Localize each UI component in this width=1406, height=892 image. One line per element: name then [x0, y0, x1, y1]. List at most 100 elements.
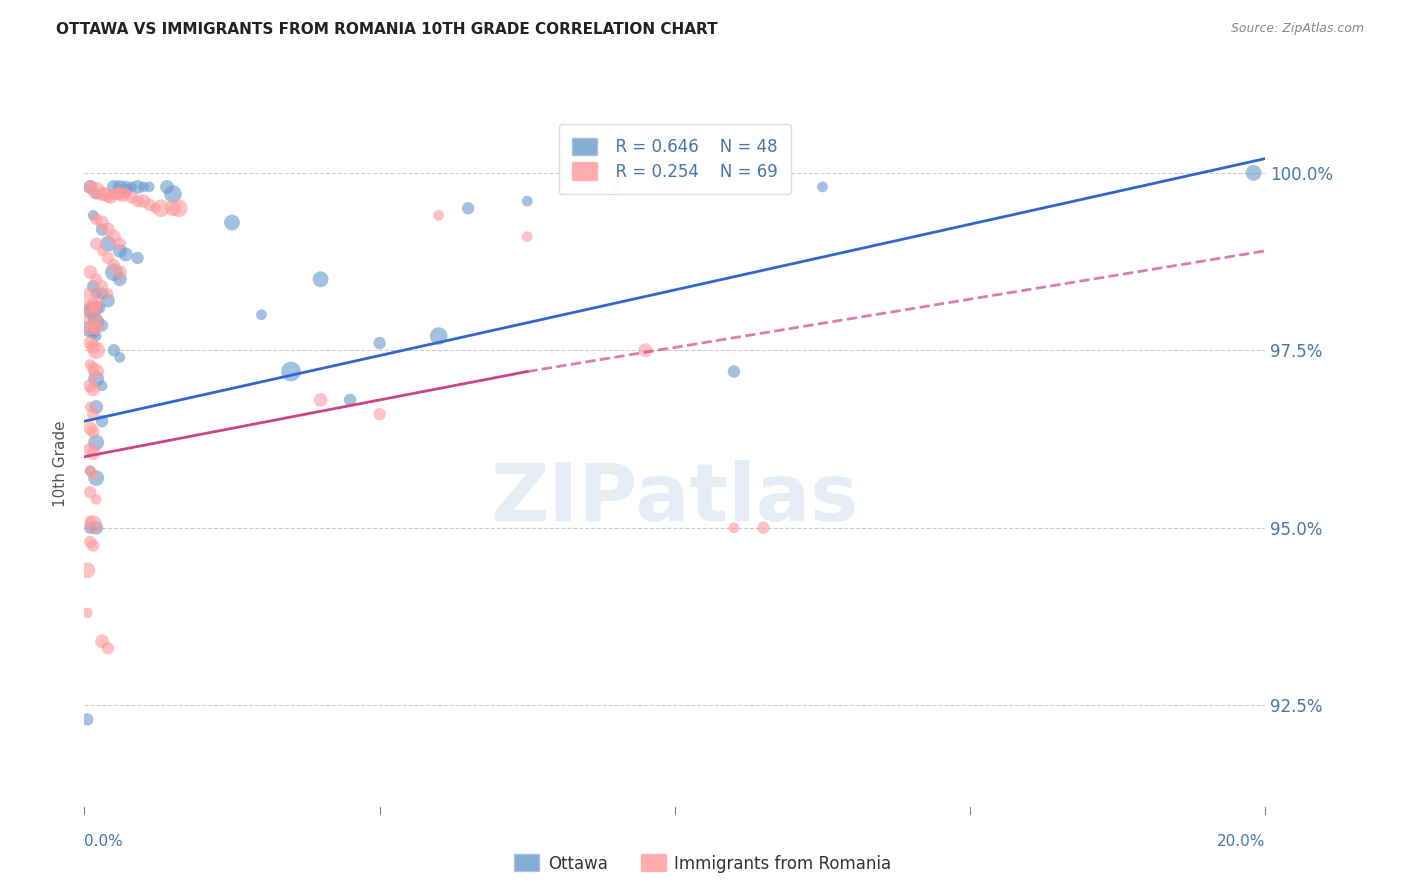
Point: [100, 191, 122, 205]
Point: [84, 471, 107, 485]
Point: [105, 187, 128, 202]
Point: [91, 279, 114, 293]
Point: [79, 180, 101, 194]
Point: [82, 340, 104, 354]
Point: [427, 208, 450, 222]
Point: [114, 187, 136, 202]
Point: [108, 351, 131, 365]
Point: [79, 358, 101, 372]
Point: [103, 343, 125, 358]
Point: [221, 215, 243, 229]
Point: [103, 265, 125, 279]
Point: [91, 244, 114, 258]
Point: [79, 421, 101, 435]
Point: [91, 215, 114, 229]
Point: [121, 180, 143, 194]
Point: [79, 180, 101, 194]
Point: [723, 365, 745, 379]
Point: [132, 194, 155, 209]
Point: [150, 201, 173, 215]
Point: [79, 535, 101, 549]
Point: [76, 563, 98, 577]
Point: [79, 514, 101, 528]
Text: Source: ZipAtlas.com: Source: ZipAtlas.com: [1230, 22, 1364, 36]
Point: [368, 407, 391, 421]
Point: [457, 201, 479, 215]
Point: [82, 318, 104, 333]
Legend: Ottawa, Immigrants from Romania: Ottawa, Immigrants from Romania: [508, 847, 898, 880]
Point: [84, 236, 107, 251]
Point: [97, 286, 120, 301]
Point: [162, 187, 184, 202]
Point: [91, 414, 114, 428]
Point: [79, 315, 101, 329]
Point: [127, 251, 149, 265]
Point: [91, 378, 114, 392]
Point: [82, 279, 104, 293]
Point: [280, 365, 302, 379]
Point: [79, 378, 101, 392]
Point: [89, 301, 111, 315]
Point: [82, 539, 104, 553]
Point: [82, 308, 104, 322]
Point: [82, 407, 104, 421]
Point: [97, 641, 120, 656]
Point: [138, 197, 160, 211]
Point: [108, 236, 131, 251]
Point: [79, 265, 101, 279]
Point: [82, 326, 104, 340]
Point: [752, 521, 775, 535]
Point: [127, 194, 149, 209]
Point: [97, 293, 120, 308]
Text: 0.0%: 0.0%: [84, 834, 124, 849]
Point: [82, 382, 104, 396]
Point: [108, 187, 131, 202]
Point: [82, 361, 104, 376]
Point: [250, 308, 273, 322]
Point: [82, 297, 104, 311]
Point: [108, 244, 131, 258]
Point: [84, 365, 107, 379]
Point: [82, 819, 104, 833]
Point: [111, 187, 134, 202]
Point: [82, 446, 104, 460]
Text: ZIPatlas: ZIPatlas: [491, 459, 859, 538]
Point: [103, 229, 125, 244]
Point: [84, 435, 107, 450]
Point: [79, 322, 101, 336]
Point: [156, 180, 179, 194]
Point: [79, 442, 101, 457]
Point: [91, 222, 114, 236]
Point: [84, 400, 107, 414]
Point: [127, 180, 149, 194]
Point: [84, 301, 107, 315]
Point: [103, 258, 125, 272]
Point: [103, 180, 125, 194]
Point: [114, 247, 136, 261]
Point: [84, 492, 107, 507]
Point: [79, 464, 101, 478]
Point: [91, 634, 114, 648]
Point: [1243, 166, 1265, 180]
Point: [82, 301, 104, 315]
Point: [84, 301, 107, 315]
Point: [79, 400, 101, 414]
Point: [309, 272, 332, 286]
Point: [84, 187, 107, 202]
Point: [91, 286, 114, 301]
Point: [368, 336, 391, 351]
Point: [84, 272, 107, 286]
Point: [79, 304, 101, 318]
Point: [167, 201, 190, 215]
Point: [516, 194, 538, 209]
Point: [97, 191, 120, 205]
Point: [811, 180, 834, 194]
Point: [108, 265, 131, 279]
Point: [143, 201, 166, 215]
Text: 20.0%: 20.0%: [1218, 834, 1265, 849]
Point: [108, 272, 131, 286]
Point: [114, 180, 136, 194]
Point: [94, 187, 117, 202]
Text: OTTAWA VS IMMIGRANTS FROM ROMANIA 10TH GRADE CORRELATION CHART: OTTAWA VS IMMIGRANTS FROM ROMANIA 10TH G…: [56, 22, 718, 37]
Point: [84, 371, 107, 385]
